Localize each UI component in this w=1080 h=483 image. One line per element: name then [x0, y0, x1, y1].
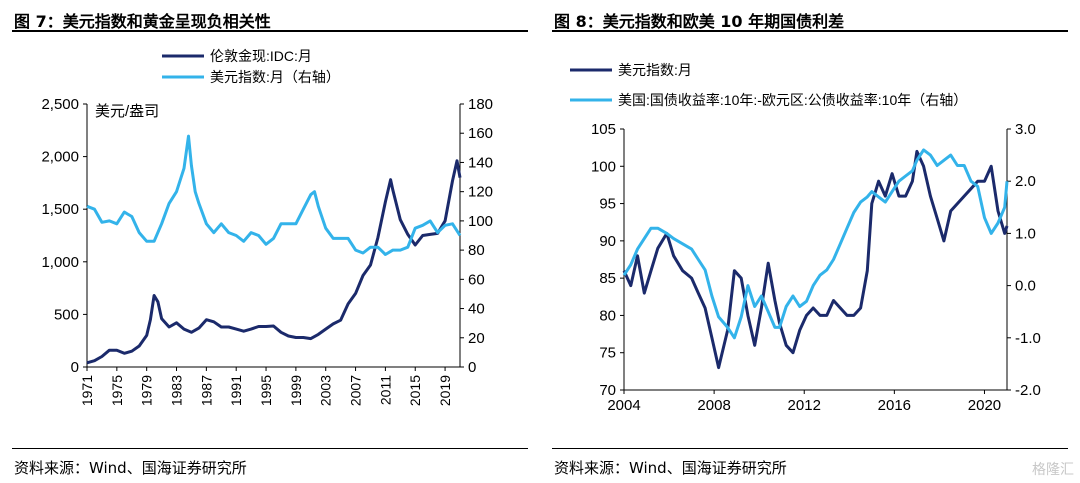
source-rule — [552, 448, 1068, 449]
y-tick-label: 85 — [599, 270, 616, 287]
x-tick-label: 1971 — [79, 375, 95, 406]
x-tick-label: 1991 — [228, 375, 244, 406]
y-tick-label: 0 — [71, 359, 79, 376]
gold-usd-chart: 0 500 1,000 1,500 2,000 2,500 0 20 40 60 80 100 120 1… — [41, 48, 493, 406]
usd-spread-chart: 70 75 80 85 90 95 100 105 -2.0 -1.0 0.0 1.0 2.0 3.0 20… — [570, 62, 1041, 414]
y-tick-label: 100 — [591, 158, 616, 175]
y-tick-label: 75 — [599, 345, 616, 362]
x-tick-label: 2007 — [348, 375, 364, 406]
x-tick-label: 2011 — [377, 375, 393, 405]
y-tick-label: 500 — [54, 306, 79, 323]
series-line-2 — [86, 134, 462, 256]
y-tick-label: 105 — [591, 121, 616, 138]
x-tick-label: 1975 — [109, 375, 125, 406]
title-rule — [552, 30, 1068, 32]
x-tick-label: 2003 — [318, 375, 334, 406]
y2-tick-label: 80 — [468, 242, 485, 259]
legend-label-2: 美元指数:月（右轴） — [210, 69, 340, 85]
watermark-logo: 格隆汇 — [1032, 462, 1074, 478]
y-tick-label: 70 — [599, 382, 616, 399]
title-rule — [12, 30, 528, 32]
x-tick-label: 1979 — [139, 375, 155, 406]
figure-title: 图 8：美元指数和欧美 10 年期国债利差 — [554, 12, 845, 31]
y2-tick-label: 0.0 — [1015, 278, 1036, 295]
x-tick-label: 2019 — [437, 375, 453, 406]
source-note: 资料来源：Wind、国海证券研究所 — [14, 459, 247, 477]
chart-panel-spread: 图 8：美元指数和欧美 10 年期国债利差 70 75 80 85 90 95 100 105… — [540, 0, 1080, 483]
x-tick-label: 1983 — [169, 375, 185, 406]
y2-tick-label: 100 — [468, 213, 493, 230]
chart-panel-gold: 图 7：美元指数和黄金呈现负相关性 0 500 1,000 1,500 2,000 2,5… — [12, 12, 528, 477]
x-tick-label: 2012 — [788, 397, 821, 414]
y2-tick-label: 2.0 — [1015, 173, 1036, 190]
y2-tick-label: -1.0 — [1015, 330, 1041, 347]
y2-tick-label: 140 — [468, 154, 493, 171]
x-tick-label: 2015 — [407, 375, 423, 406]
series-line-1 — [86, 159, 462, 365]
source-rule — [12, 448, 528, 449]
legend-label-1: 伦敦金现:IDC:月 — [210, 48, 312, 64]
y2-tick-label: 3.0 — [1015, 121, 1036, 138]
y2-tick-label: 0 — [468, 359, 476, 376]
y-tick-label: 2,000 — [41, 149, 79, 166]
y2-tick-label: 20 — [468, 330, 485, 347]
y-tick-label: 80 — [599, 307, 616, 324]
y-tick-label: 1,500 — [41, 201, 79, 218]
x-tick-label: 1995 — [258, 375, 274, 406]
y2-tick-label: 40 — [468, 301, 485, 318]
y2-tick-label: 60 — [468, 271, 485, 288]
x-tick-label: 1999 — [288, 375, 304, 406]
figure-title: 图 7：美元指数和黄金呈现负相关性 — [14, 12, 271, 31]
y2-tick-label: 180 — [468, 96, 493, 113]
y-tick-label: 2,500 — [41, 96, 79, 113]
y2-tick-label: 1.0 — [1015, 225, 1036, 242]
y2-tick-label: 120 — [468, 184, 493, 201]
x-tick-label: 2020 — [968, 397, 1001, 414]
x-tick-label: 2016 — [878, 397, 911, 414]
source-note: 资料来源：Wind、国海证券研究所 — [554, 459, 787, 477]
y2-tick-label: -2.0 — [1015, 382, 1041, 399]
series-line-2 — [622, 148, 1009, 340]
legend-label-1: 美元指数:月 — [618, 62, 692, 78]
x-tick-label: 2004 — [607, 397, 640, 414]
y-tick-label: 1,000 — [41, 254, 79, 271]
series-line-1 — [622, 149, 1009, 370]
legend-label-2: 美国:国债收益率:10年:-欧元区:公债收益率:10年（右轴） — [618, 92, 967, 108]
y2-tick-label: 160 — [468, 125, 493, 142]
x-tick-label: 1987 — [198, 375, 214, 406]
x-tick-label: 2008 — [697, 397, 730, 414]
unit-label: 美元/盎司 — [95, 103, 159, 120]
y-tick-label: 95 — [599, 196, 616, 213]
y-tick-label: 90 — [599, 233, 616, 250]
